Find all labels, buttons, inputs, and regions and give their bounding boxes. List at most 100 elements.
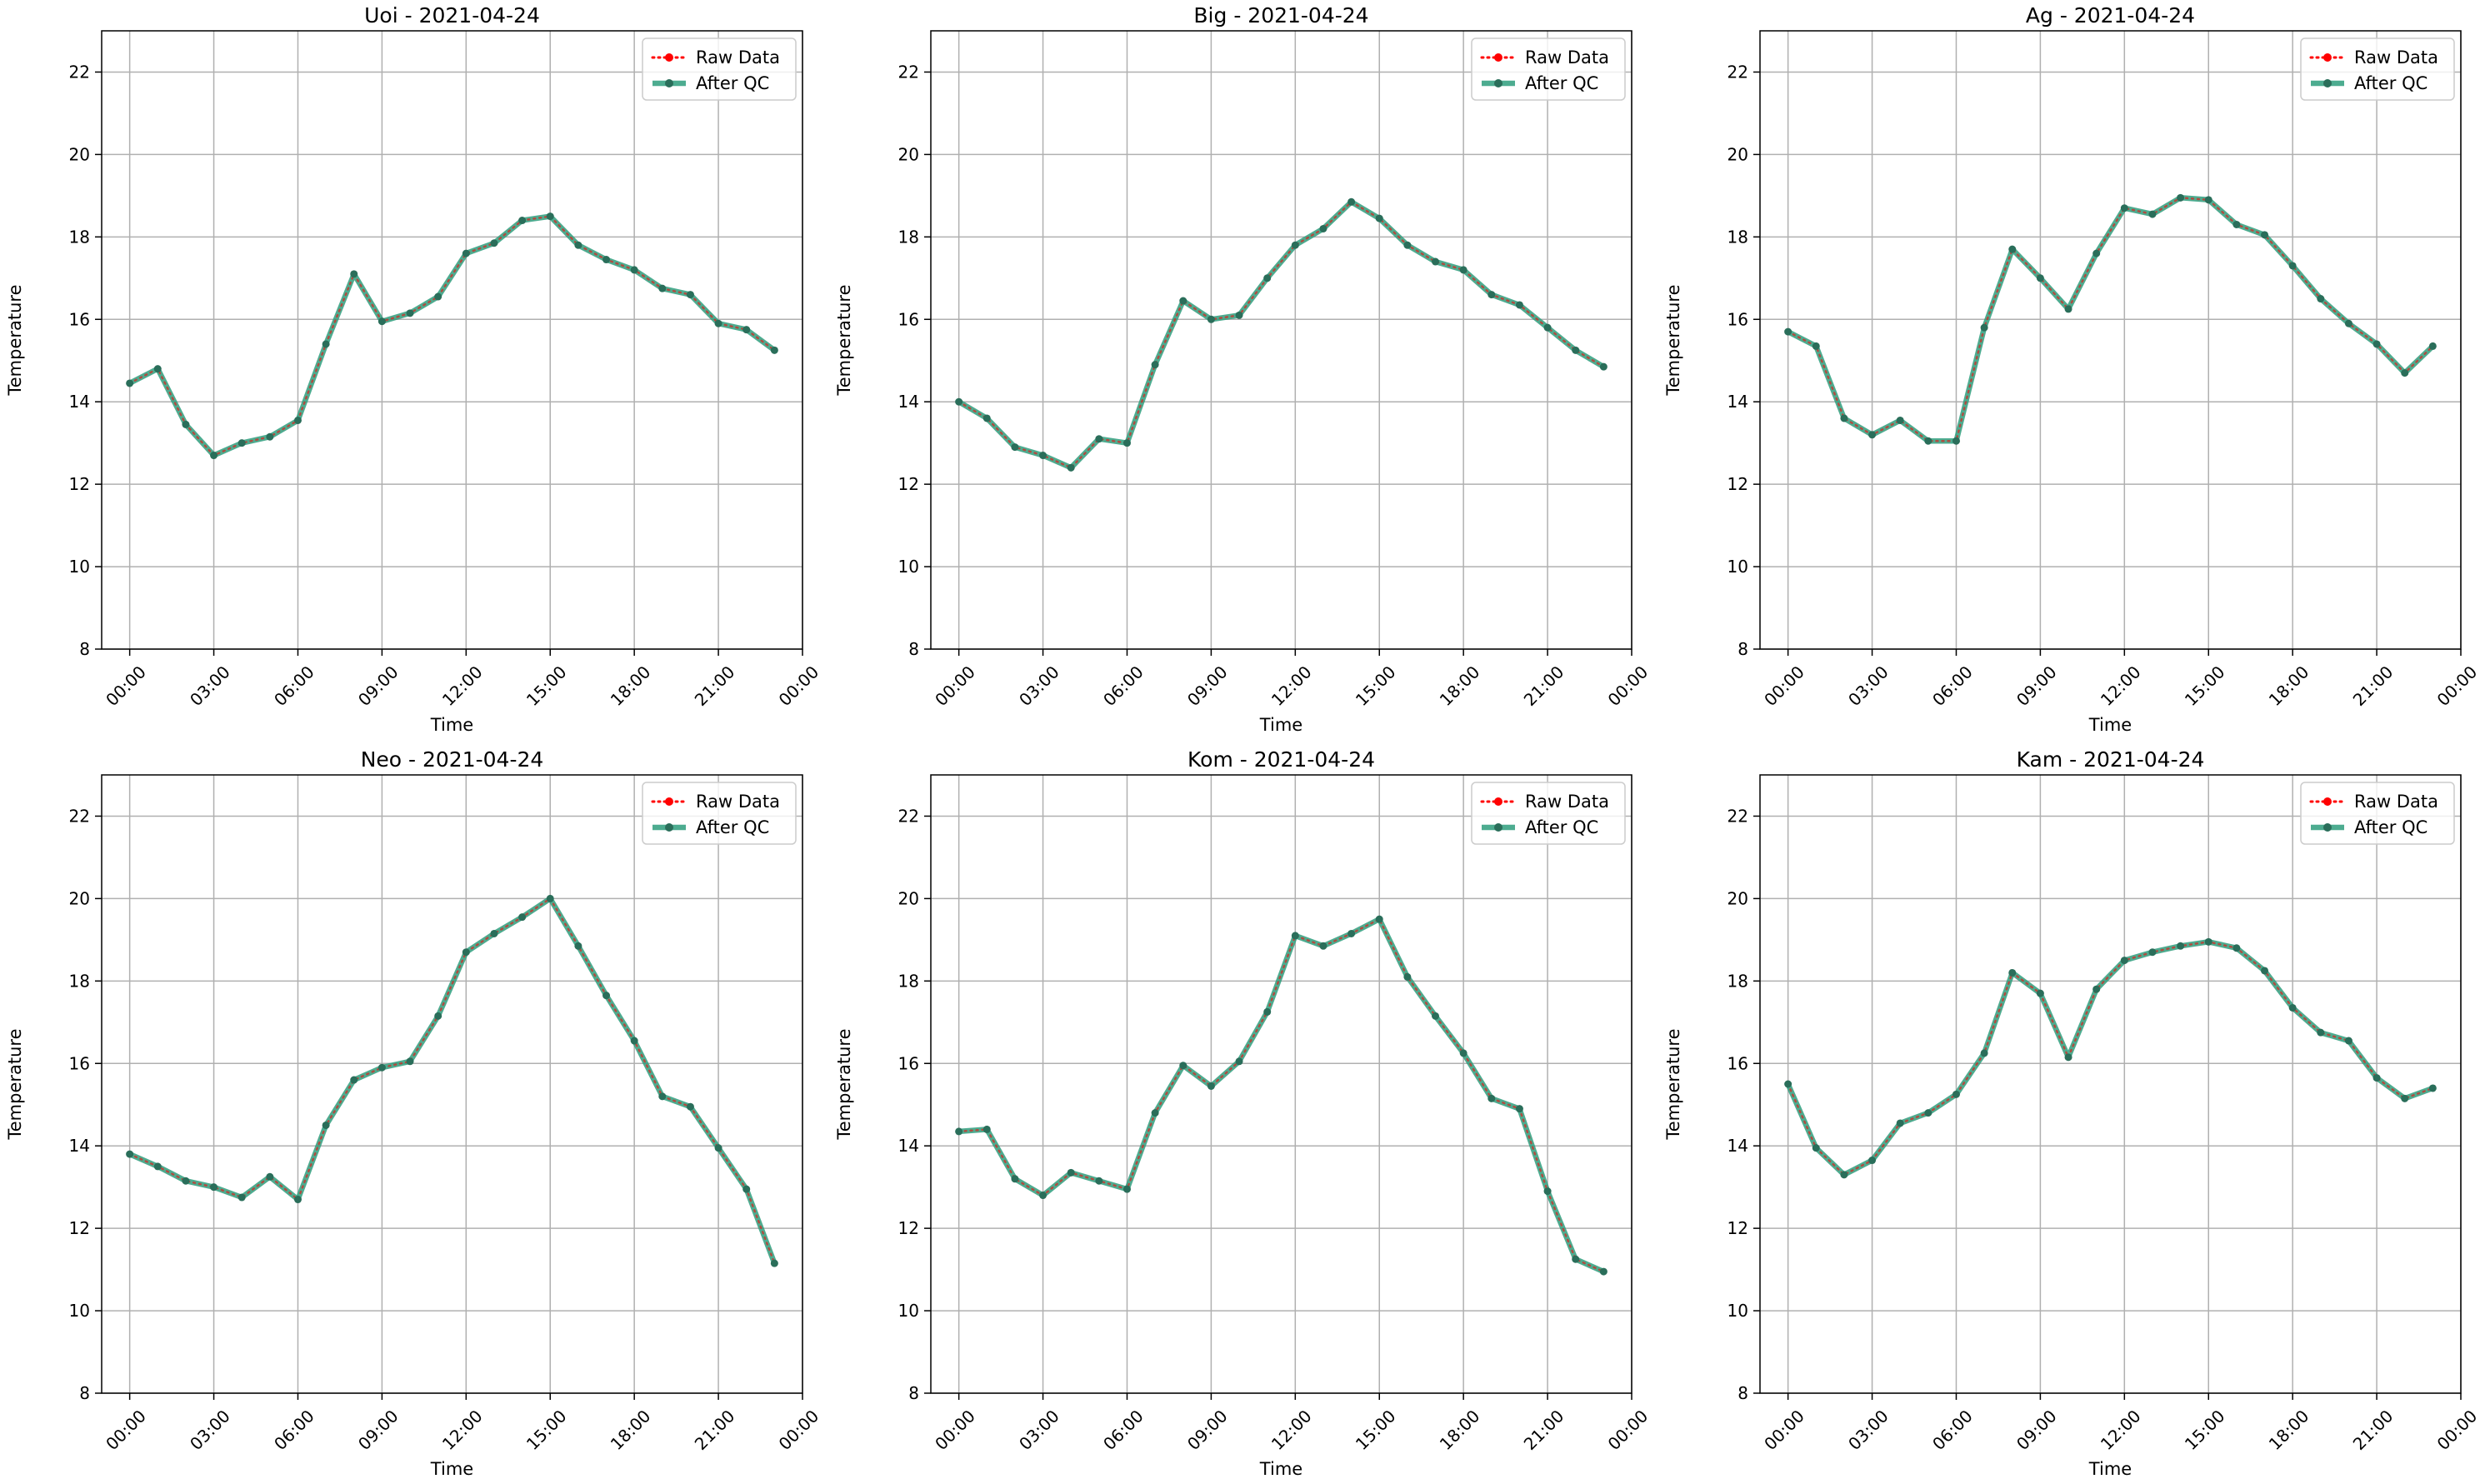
data-point-after-qc [406, 1057, 414, 1066]
data-point-after-qc [350, 270, 358, 278]
y-tick-label: 14 [1728, 1136, 1748, 1156]
y-tick-label: 22 [69, 62, 90, 82]
data-point-after-qc [2008, 968, 2017, 977]
data-point-after-qc [322, 340, 330, 348]
y-tick-label: 16 [69, 1053, 90, 1073]
data-point-after-qc [1207, 315, 1215, 323]
data-point-after-qc [322, 1121, 330, 1129]
legend-label-after-qc: After QC [1525, 817, 1598, 837]
data-point-after-qc [490, 929, 498, 937]
data-point-after-qc [955, 397, 963, 406]
y-tick-label: 12 [898, 1218, 919, 1238]
data-point-after-qc [1784, 327, 1792, 336]
data-point-after-qc [2288, 262, 2297, 270]
data-point-after-qc [1896, 1119, 1904, 1127]
data-point-after-qc [1980, 1049, 1988, 1057]
data-point-after-qc [574, 942, 582, 950]
data-point-after-qc [2177, 193, 2185, 202]
y-tick-label: 10 [69, 1301, 90, 1321]
data-point-after-qc [238, 1193, 246, 1202]
data-point-after-qc [2064, 305, 2072, 313]
data-point-after-qc [2401, 369, 2409, 377]
series-line-raw-data [958, 200, 1605, 469]
data-point-after-qc [1812, 1144, 1820, 1152]
data-point-after-qc [1952, 437, 1960, 445]
y-tick-label: 16 [1728, 1053, 1748, 1073]
data-point-after-qc [293, 1196, 302, 1204]
data-point-after-qc [1011, 1175, 1019, 1183]
data-point-after-qc [2177, 942, 2185, 950]
data-point-after-qc [2092, 249, 2101, 257]
legend-label-after-qc: After QC [696, 73, 769, 93]
y-tick-label: 10 [69, 557, 90, 577]
y-tick-label: 22 [898, 806, 919, 826]
legend-marker-after-qc [2323, 823, 2332, 832]
data-point-after-qc [714, 1144, 722, 1152]
data-point-after-qc [546, 212, 554, 221]
axes-frame [930, 30, 1632, 650]
data-point-after-qc [770, 1259, 778, 1267]
y-axis-label: Temperature [5, 1028, 25, 1140]
data-point-after-qc [2092, 985, 2101, 993]
y-tick-label: 12 [1728, 1218, 1748, 1238]
legend-label-after-qc: After QC [2354, 817, 2428, 837]
data-point-after-qc [1179, 1062, 1188, 1070]
data-point-after-qc [2120, 204, 2128, 212]
x-axis-label: Time [2088, 1459, 2132, 1479]
data-point-after-qc [1572, 1255, 1580, 1263]
data-point-after-qc [1599, 1267, 1608, 1276]
data-point-after-qc [266, 1172, 274, 1181]
data-point-after-qc [238, 439, 246, 447]
series-line-raw-data [128, 215, 776, 457]
legend: Raw Data After QC [1471, 782, 1626, 845]
data-point-after-qc [1151, 361, 1159, 369]
legend-label-after-qc: After QC [1525, 73, 1598, 93]
legend: Raw Data After QC [642, 782, 797, 845]
data-point-after-qc [770, 346, 778, 354]
y-tick-label: 18 [69, 971, 90, 991]
legend: Raw Data After QC [642, 37, 797, 101]
data-point-after-qc [462, 948, 470, 957]
y-tick-label: 8 [79, 639, 90, 659]
data-point-after-qc [630, 266, 638, 274]
data-point-after-qc [182, 420, 190, 428]
data-point-after-qc [2148, 948, 2157, 957]
data-point-after-qc [2372, 340, 2381, 348]
data-point-after-qc [1840, 414, 1848, 422]
axes-frame [101, 774, 803, 1394]
data-point-after-qc [2428, 1084, 2437, 1092]
y-tick-label: 10 [1728, 1301, 1748, 1321]
data-point-after-qc [2232, 944, 2241, 952]
subplot-title: Kam - 2021-04-24 [2017, 747, 2205, 772]
legend-marker-raw-data [665, 797, 673, 806]
y-tick-label: 14 [898, 1136, 919, 1156]
data-point-after-qc [1812, 342, 1820, 350]
data-point-after-qc [518, 913, 527, 922]
data-point-after-qc [658, 1092, 667, 1101]
data-point-after-qc [742, 1185, 751, 1193]
data-point-after-qc [1924, 437, 1932, 445]
y-tick-label: 20 [1728, 144, 1748, 164]
legend-label-after-qc: After QC [696, 817, 769, 837]
data-point-after-qc [2148, 210, 2157, 218]
data-point-after-qc [434, 1012, 442, 1020]
data-point-after-qc [126, 1150, 134, 1158]
y-tick-label: 8 [908, 1383, 919, 1403]
series-line-raw-data [128, 897, 776, 1265]
y-tick-label: 18 [898, 971, 919, 991]
data-point-after-qc [574, 241, 582, 249]
data-point-after-qc [1432, 257, 1440, 266]
y-tick-label: 10 [898, 1301, 919, 1321]
y-tick-label: 14 [69, 392, 90, 412]
data-point-after-qc [982, 1125, 991, 1133]
series-line-raw-data [1787, 197, 2434, 442]
data-point-after-qc [955, 1127, 963, 1136]
data-point-after-qc [1235, 311, 1243, 319]
series-line-raw-data [1787, 941, 2434, 1177]
data-point-after-qc [2036, 274, 2044, 282]
subplot-title: Neo - 2021-04-24 [361, 747, 544, 772]
data-point-after-qc [2204, 937, 2212, 946]
legend-marker-after-qc [665, 79, 673, 87]
